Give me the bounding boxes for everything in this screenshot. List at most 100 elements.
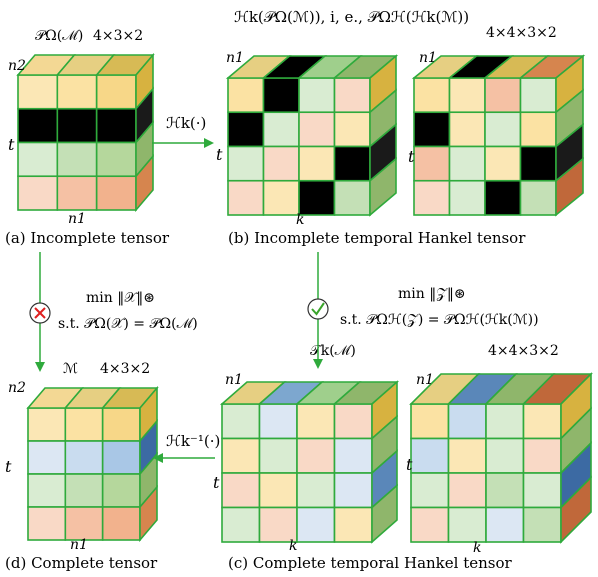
front-cell [333,472,373,509]
front-cell [413,179,451,216]
front-cell [484,111,522,148]
front-cell [410,506,450,543]
cube-a-axis-n1: n1 [68,211,86,227]
arrow-a-to-b-label: ℋk(·) [166,114,206,132]
front-cell [64,473,104,508]
front-cell [221,437,261,474]
opt-left-line2: s.t. 𝒫Ω(𝒳) = 𝒫Ω(ℳ) [58,316,198,332]
front-cell [447,403,487,440]
front-cell [56,175,98,211]
front-cell [101,473,141,508]
side-cell [560,475,592,544]
opt-left-line1: min ‖𝒳‖⊛ [86,290,155,306]
front-cell [485,437,525,474]
side-cell [371,483,398,544]
front-cell [484,145,522,182]
front-cell [485,403,525,440]
front-cell [64,440,104,475]
front-cell [296,472,336,509]
front-cell [56,107,98,144]
front-cell [485,472,525,509]
front-cell [262,145,300,182]
front-cell [410,472,450,509]
complete-hankel-cube-2 [409,372,593,544]
front-cell [258,403,298,440]
front-cell [17,175,59,211]
cube-c-axis-n1: n1 [225,372,243,388]
front-cell [296,437,336,474]
front-cell [522,437,562,474]
front-cell [221,506,261,543]
front-cell [258,437,298,474]
front-cell [227,179,265,216]
front-cell [519,145,557,182]
front-cell [298,111,336,148]
front-cell [227,77,265,114]
front-cell [410,437,450,474]
front-cell [17,74,59,110]
complete-hankel-cube-1 [219,380,400,544]
front-cell [64,506,104,541]
front-cell [296,403,336,440]
front-cell [484,77,522,114]
front-cell [27,473,67,508]
side-cell [135,154,154,213]
cube-d-axis-t: t [5,457,12,476]
front-cell [101,440,141,475]
front-cell [410,403,450,440]
cube-d-top-label: ℳ [63,361,78,377]
side-cell [139,484,158,543]
front-cell [258,472,298,509]
cube-c-axis-t: t [213,473,220,492]
front-cell [298,179,336,216]
front-cell [298,77,336,114]
opt-right-line1: min ‖𝒵‖⊛ [398,286,466,302]
front-cell [27,407,67,442]
front-cell [56,141,98,178]
front-cell [448,145,486,182]
front-cell [95,175,137,211]
cube-b-top-label: ℋk(𝒫Ω(ℳ)), i, e., 𝒫Ωℋ(ℋk(ℳ)) [234,8,469,26]
cube-c2-axis-t: t [406,455,413,474]
incomplete-hankel-cube-1 [225,54,399,217]
front-cell [413,77,451,114]
cube-b-axis-k: k [296,212,304,228]
front-cell [447,437,487,474]
check-icon [307,298,329,320]
cube-b2-axis-n1: n1 [419,50,437,66]
caption-d: (d) Complete tensor [5,554,158,572]
front-cell [447,472,487,509]
front-cell [333,111,371,148]
front-cell [101,506,141,541]
front-cell [56,74,98,110]
cube-a-dims-label: 4×3×2 [93,28,143,44]
front-cell [258,506,298,543]
front-cell [447,506,487,543]
front-cell [27,506,67,541]
front-cell [221,472,261,509]
side-cell [369,157,397,217]
front-cell [296,506,336,543]
cube-b-axis-t: t [216,145,223,164]
front-cell [262,77,300,114]
front-cell [17,141,59,178]
incomplete-hankel-cube-2 [411,54,586,217]
cube-d-axis-n2: n2 [8,380,26,396]
front-cell [95,107,137,144]
caption-a: (a) Incomplete tensor [5,229,170,247]
cube-c2-axis-k: k [473,540,481,556]
front-cell [262,111,300,148]
front-cell [221,403,261,440]
front-cell [101,407,141,442]
front-cell [413,111,451,148]
front-cell [227,111,265,148]
front-cell [519,77,557,114]
front-cell [522,506,562,543]
front-cell [333,403,373,440]
side-cell [555,157,584,217]
front-cell [484,179,522,216]
front-cell [17,107,59,144]
front-cell [95,141,137,178]
cube-a-top-label: 𝒫Ω(ℳ) [35,28,83,44]
front-cell [333,77,371,114]
